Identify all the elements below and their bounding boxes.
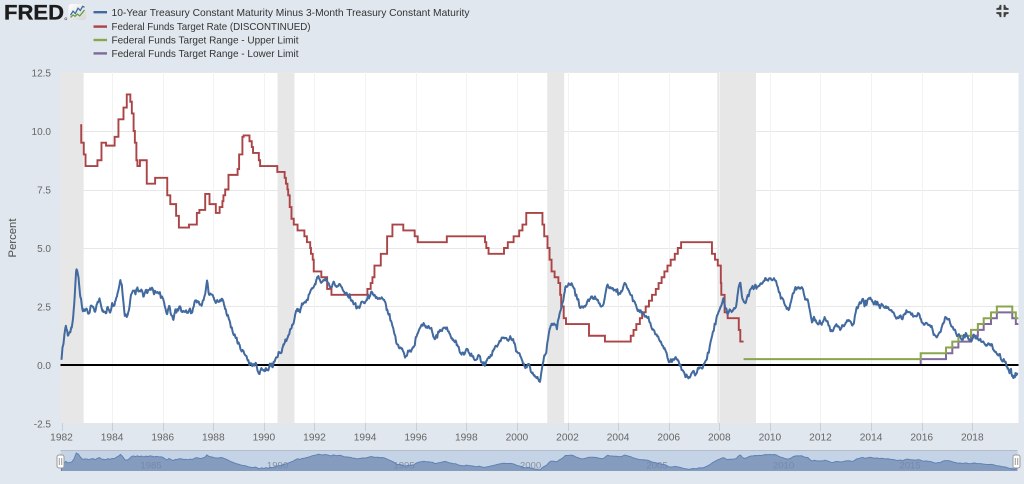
svg-text:1982: 1982 [50, 433, 73, 444]
svg-text:2018: 2018 [961, 433, 984, 444]
svg-text:2008: 2008 [708, 433, 731, 444]
svg-text:2016: 2016 [910, 433, 933, 444]
svg-text:Federal Funds Target Range - L: Federal Funds Target Range - Lower Limit [112, 49, 299, 60]
svg-text:2010: 2010 [759, 433, 782, 444]
svg-text:Federal Funds Target Rate (DIS: Federal Funds Target Rate (DISCONTINUED) [112, 22, 311, 33]
svg-text:7.5: 7.5 [37, 185, 51, 196]
svg-text:1988: 1988 [202, 433, 225, 444]
svg-text:FRED: FRED [4, 1, 64, 25]
svg-text:2004: 2004 [607, 433, 630, 444]
svg-text:-2.5: -2.5 [34, 419, 52, 430]
svg-text:2002: 2002 [556, 433, 579, 444]
svg-text:10-Year Treasury Constant Matu: 10-Year Treasury Constant Maturity Minus… [112, 8, 471, 19]
svg-text:Federal Funds Target Range - U: Federal Funds Target Range - Upper Limit [112, 36, 299, 47]
svg-text:1984: 1984 [101, 433, 124, 444]
svg-text:2006: 2006 [657, 433, 680, 444]
svg-text:1996: 1996 [404, 433, 427, 444]
svg-text:1998: 1998 [455, 433, 478, 444]
svg-text:2000: 2000 [506, 433, 529, 444]
svg-text:1990: 1990 [253, 433, 276, 444]
svg-text:2012: 2012 [809, 433, 832, 444]
svg-text:2.5: 2.5 [37, 302, 51, 313]
svg-text:1986: 1986 [151, 433, 174, 444]
svg-text:12.5: 12.5 [32, 68, 52, 79]
svg-text:2000: 2000 [520, 461, 541, 472]
svg-text:2014: 2014 [860, 433, 883, 444]
svg-text:0.0: 0.0 [37, 361, 51, 372]
svg-text:5.0: 5.0 [37, 244, 51, 255]
svg-text:Percent: Percent [7, 218, 19, 258]
svg-text:10.0: 10.0 [32, 127, 52, 138]
svg-text:1994: 1994 [354, 433, 377, 444]
svg-text:1992: 1992 [303, 433, 326, 444]
